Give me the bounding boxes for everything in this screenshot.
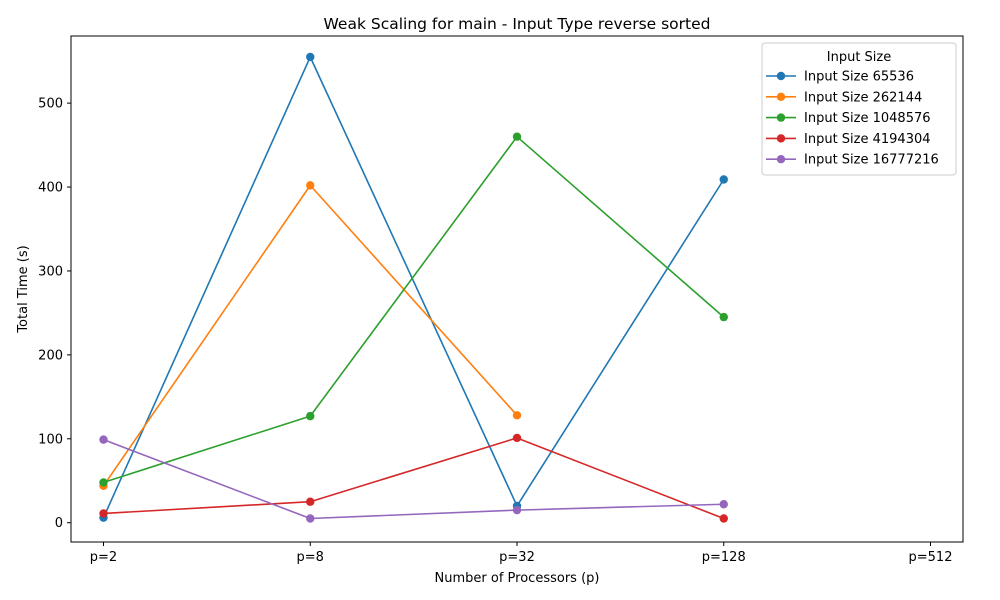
series-0 [99,52,728,522]
series-1 [99,181,522,490]
x-tick-label: p=128 [702,550,746,565]
data-point [99,509,108,518]
series-3 [99,433,728,523]
legend-label: Input Size 1048576 [804,111,931,126]
y-axis-title: Total Time (s) [16,245,31,333]
series-line [102,184,518,487]
chart-title: Weak Scaling for main - Input Type rever… [324,15,711,33]
legend-entries: Input Size 65536 Input Size 262144 Input S… [766,70,939,168]
legend-marker [776,134,786,143]
series-line [103,437,725,520]
legend-label: Input Size 262144 [804,90,922,105]
data-point [306,181,315,190]
x-tick-label: p=32 [499,550,535,565]
legend-marker [776,71,786,81]
data-point [512,132,522,141]
legend-box [761,42,957,176]
data-point [306,497,315,506]
data-point [719,175,728,184]
y-tick-label: 200 [38,348,63,363]
data-point [99,435,108,444]
y-axis: 0 100 200 300 400 500 [38,97,71,531]
legend-entry: Input Size 16777216 [766,153,939,168]
y-tick-label: 500 [38,97,63,112]
series-line [103,135,725,484]
legend: Input Size Input Size 65536 Input Size 26… [761,42,957,176]
x-tick-label: p=2 [90,550,117,565]
x-tick-label: p=512 [909,550,953,565]
y-tick-label: 0 [55,516,63,531]
x-axis-title: Number of Processors (p) [435,571,600,586]
series-4 [99,435,728,523]
legend-label: Input Size 65536 [804,70,914,85]
legend-entry: Input Size 262144 [766,90,922,105]
y-tick-label: 100 [38,432,63,447]
legend-label: Input Size 16777216 [804,153,939,168]
x-tick-label: p=8 [297,550,324,565]
data-point [719,312,728,322]
data-point [512,433,522,443]
series-line [102,56,725,518]
data-point [306,514,315,523]
data-point [719,514,728,523]
legend-marker [776,155,786,164]
legend-label: Input Size 4194304 [804,132,931,147]
legend-entry: Input Size 1048576 [766,111,931,126]
y-tick-label: 400 [38,181,63,196]
y-tick-label: 300 [38,264,63,279]
data-point [512,411,522,420]
data-point [99,478,108,487]
x-axis: p=2 p=8 p=32 p=128 p=512 [90,542,953,565]
data-point [719,500,728,509]
legend-entry: Input Size 4194304 [766,132,931,147]
series-line [103,438,724,520]
legend-marker [776,92,786,102]
series-2 [99,132,728,487]
data-point [306,52,315,62]
legend-marker [776,113,786,122]
data-point [512,505,522,515]
data-point [306,411,315,421]
legend-title: Input Size [827,50,891,65]
legend-entry: Input Size 65536 [766,70,914,85]
